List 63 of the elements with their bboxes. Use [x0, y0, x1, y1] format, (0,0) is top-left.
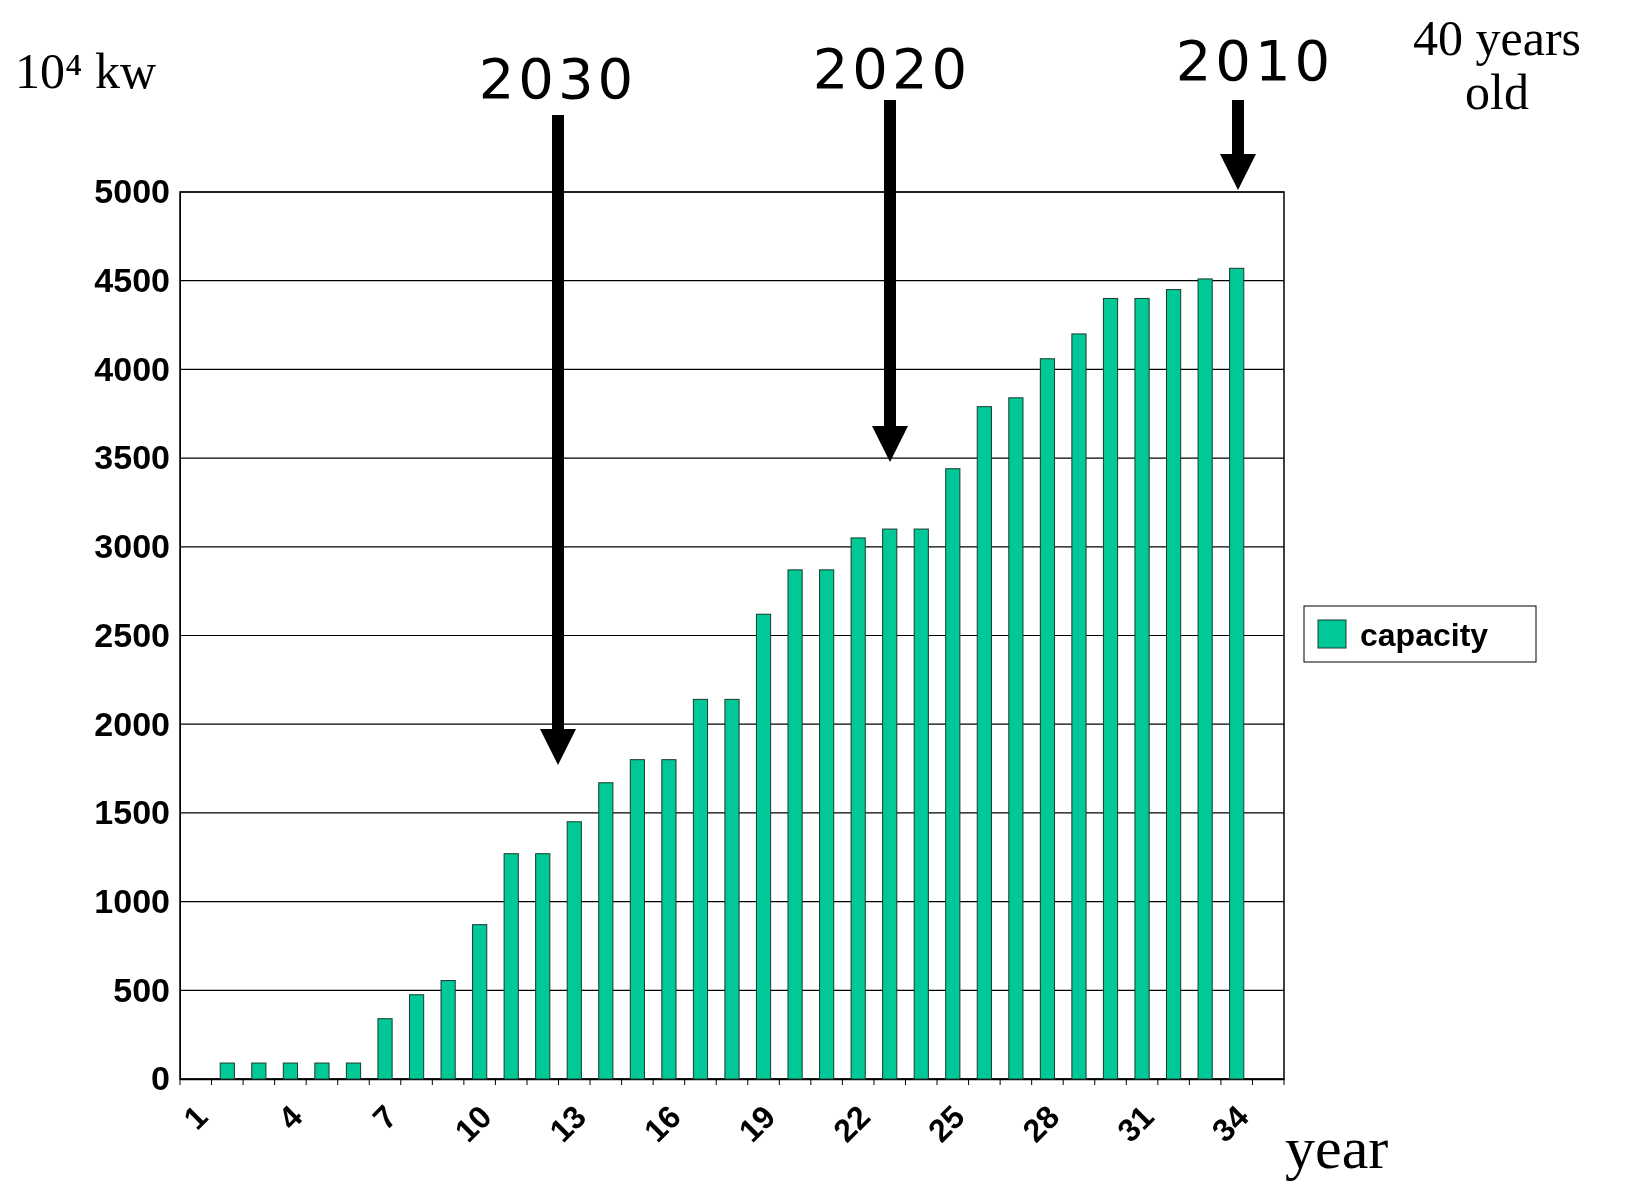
y-tick-label: 1000 [94, 881, 170, 920]
y-tick-label: 5000 [94, 172, 170, 211]
x-tick-label: 16 [637, 1098, 688, 1149]
bar [819, 569, 835, 1080]
bar [913, 528, 929, 1080]
bar [755, 613, 772, 1080]
text: 40 years old [1413, 10, 1581, 120]
bar [408, 994, 425, 1080]
text: 2030 [478, 46, 638, 111]
text: 2020 [812, 36, 972, 101]
x-tick-label: 1 [176, 1098, 215, 1137]
bar [440, 980, 456, 1080]
y-tick-label: 0 [151, 1059, 170, 1098]
x-tick-label: 10 [447, 1098, 499, 1149]
bar [850, 537, 866, 1080]
y-axis-title: 10⁴ kw [15, 43, 157, 99]
y-tick-label: 4000 [94, 349, 170, 388]
bar [535, 853, 551, 1080]
bar [345, 1062, 362, 1080]
y-tick-label: 2000 [94, 704, 170, 743]
x-axis-title: year [1285, 1115, 1389, 1181]
bar [661, 759, 677, 1080]
y-tick-label: 2500 [94, 615, 170, 654]
bar [472, 924, 488, 1080]
bar [1039, 358, 1056, 1080]
x-tick-label: 4 [271, 1098, 310, 1137]
bar [598, 782, 614, 1080]
bar [692, 698, 709, 1080]
legend-label: capacity [1360, 617, 1489, 653]
bar [314, 1062, 330, 1080]
bar [377, 1018, 393, 1080]
y-tick-label: 3500 [94, 438, 170, 477]
bar [1229, 267, 1245, 1080]
bar [945, 468, 961, 1080]
bar [629, 759, 645, 1080]
x-tick-label: 31 [1110, 1098, 1161, 1149]
bar [1008, 397, 1024, 1080]
bar [1166, 289, 1182, 1080]
bar [976, 406, 992, 1080]
x-tick-label: 7 [365, 1098, 404, 1137]
bar [1071, 333, 1087, 1080]
bar [882, 528, 898, 1080]
bar [566, 821, 582, 1080]
bar [1134, 297, 1150, 1080]
x-tick-label: 34 [1204, 1098, 1256, 1149]
bar [219, 1062, 235, 1080]
bar [503, 853, 519, 1080]
bar [1102, 297, 1119, 1080]
bar [724, 698, 740, 1080]
bar [787, 569, 803, 1080]
bar [251, 1062, 267, 1080]
y-tick-label: 1500 [94, 793, 170, 832]
bar [1197, 278, 1213, 1080]
x-tick-label: 22 [826, 1098, 877, 1149]
bar [282, 1062, 298, 1080]
x-tick-label: 13 [542, 1098, 594, 1149]
text: 2010 [1175, 28, 1335, 93]
y-tick-label: 4500 [94, 261, 170, 300]
x-tick-label: 28 [1015, 1098, 1067, 1149]
y-tick-label: 500 [113, 970, 170, 1009]
y-tick-label: 3000 [94, 527, 170, 566]
x-tick-label: 19 [731, 1098, 783, 1149]
x-tick-label: 25 [920, 1098, 972, 1149]
